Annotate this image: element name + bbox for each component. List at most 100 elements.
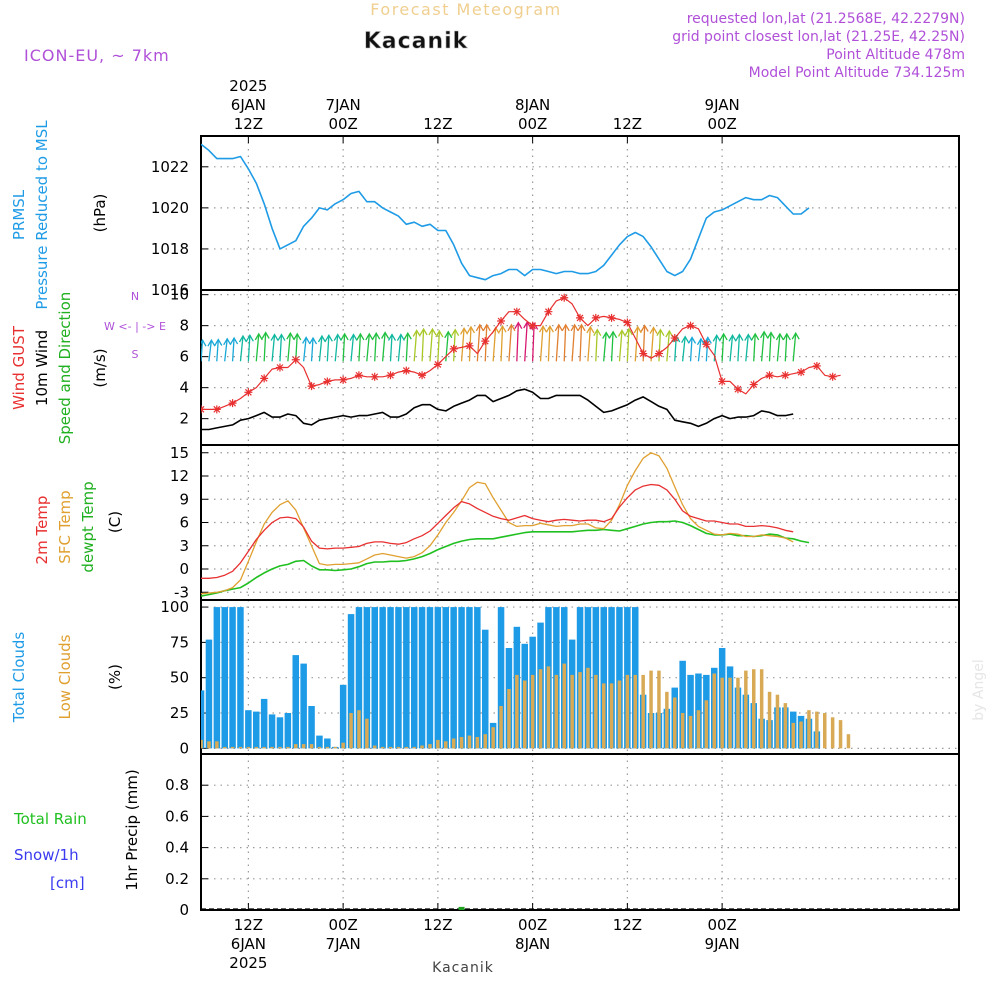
low-cloud-bar: [625, 674, 630, 749]
rain-label: Total Rain: [13, 810, 87, 828]
total-cloud-bar: [292, 655, 299, 749]
y-tick-label: 1020: [151, 199, 189, 217]
low-cloud-bar: [483, 734, 487, 749]
wind-unit: (m/s): [91, 348, 109, 387]
low-cloud-bar: [767, 691, 772, 749]
y-tick-label: -3: [174, 583, 189, 601]
requested-coords: requested lon,lat (21.2568E, 42.2279N): [687, 11, 965, 27]
low-cloud-bar: [538, 669, 543, 749]
total-cloud-bar: [616, 607, 623, 749]
low-cloud-bar: [507, 689, 511, 749]
top-tick-label: 12Z: [423, 115, 452, 133]
low-cloud-bar: [475, 737, 480, 749]
wind-arrow-head: [554, 323, 563, 332]
low-cloud-bar: [807, 710, 811, 749]
total-cloud-bar: [418, 607, 426, 749]
y-tick-label: 0.2: [165, 870, 189, 888]
wind-arrow: [516, 322, 519, 362]
y-tick-label: 10: [170, 286, 189, 304]
low-cloud-bar: [365, 718, 369, 749]
panel-frame: [200, 753, 960, 911]
wind-arrow-head: [302, 336, 311, 344]
wind-arrow-head: [333, 333, 342, 341]
gust-marker: [323, 377, 332, 386]
wind-arrow: [674, 335, 677, 362]
low-cloud-bar: [286, 746, 290, 749]
low-cloud-bar: [744, 670, 748, 749]
low-cloud-bar: [846, 734, 851, 749]
low-cloud-bar: [602, 683, 606, 749]
total-cloud-bar: [450, 607, 457, 749]
y-tick-label: 100: [160, 598, 189, 616]
wind-arrow: [626, 328, 630, 362]
total-cloud-bar: [284, 713, 292, 749]
low-cloud-bar: [309, 744, 314, 749]
gust-marker: [686, 321, 695, 330]
low-cloud-bar: [373, 745, 377, 749]
wind-arrow: [381, 332, 386, 362]
wind-speed-line: [201, 388, 794, 431]
wind-arrow-head: [412, 329, 421, 337]
wind-arrow: [453, 329, 456, 362]
total-cloud-bar: [316, 735, 323, 749]
gust-marker: [765, 371, 774, 380]
total-cloud-bar: [229, 607, 236, 749]
clouds-unit: (%): [106, 664, 124, 690]
total-cloud-bar: [260, 698, 268, 749]
model-altitude: Model Point Altitude 734.125m: [749, 65, 965, 81]
wind-arrow-head: [766, 331, 776, 339]
panel-grids: [201, 136, 959, 911]
top-tick-label: 00Z: [328, 115, 357, 133]
wind-arrow: [468, 326, 472, 362]
low-cloud-bar: [720, 677, 724, 749]
y-tick-label: 50: [170, 669, 189, 687]
gust-marker: [497, 317, 506, 325]
wind-arrow-head: [538, 324, 548, 333]
low-cloud-bar: [388, 746, 393, 749]
wind-arrow: [595, 329, 598, 362]
wind-arrow: [610, 331, 614, 362]
y-tick-label: 2: [179, 410, 189, 428]
low-cloud-bar: [688, 715, 693, 749]
wind-arrow-head: [719, 332, 728, 341]
low-cloud-bar: [649, 670, 653, 749]
low-cloud-bar: [436, 739, 440, 749]
low-cloud-bar: [412, 746, 416, 749]
low-cloud-bar: [451, 738, 456, 749]
total-cloud-bar: [687, 674, 694, 749]
low-cloud-bar: [207, 741, 211, 749]
total-cloud-bar: [434, 607, 442, 749]
low-cloud-bar: [404, 746, 409, 749]
bottom-tick-label: 6JAN: [231, 935, 266, 953]
wind-arrow: [397, 334, 402, 362]
y-tick-label: 8: [179, 317, 189, 335]
y-tick-label: 9: [179, 490, 189, 508]
wind-arrow: [784, 333, 788, 362]
low-cloud-bar: [246, 746, 251, 749]
wind-arrow: [358, 333, 362, 362]
total-cloud-bar: [379, 607, 386, 749]
wind-arrow: [326, 335, 330, 362]
low-cloud-bar: [530, 674, 535, 749]
gust-marker: [465, 341, 474, 350]
wind-arrow-head: [277, 333, 286, 341]
wind-arrow-head: [245, 334, 254, 342]
gust-marker: [481, 337, 490, 346]
low-cloud-bar: [325, 746, 330, 749]
wind-arrow-head: [593, 328, 602, 337]
wind-arrow-head: [460, 327, 469, 335]
footer-location: Kacanik: [432, 960, 494, 976]
compass-we: W <- | -> E: [104, 320, 166, 333]
gust-marker: [812, 361, 821, 370]
wind-arrow-head: [640, 324, 649, 332]
top-tick-label: 12Z: [234, 115, 263, 133]
wind-arrow: [374, 333, 377, 362]
wind-arrow-head: [656, 328, 665, 337]
gust-marker: [291, 355, 300, 364]
pressure-label-2: Pressure Reduced to MSL: [33, 120, 51, 310]
compass-s: S: [132, 348, 139, 361]
wind-arrow: [224, 338, 228, 362]
wind-arrow: [681, 336, 686, 362]
gust-marker: [212, 405, 221, 414]
